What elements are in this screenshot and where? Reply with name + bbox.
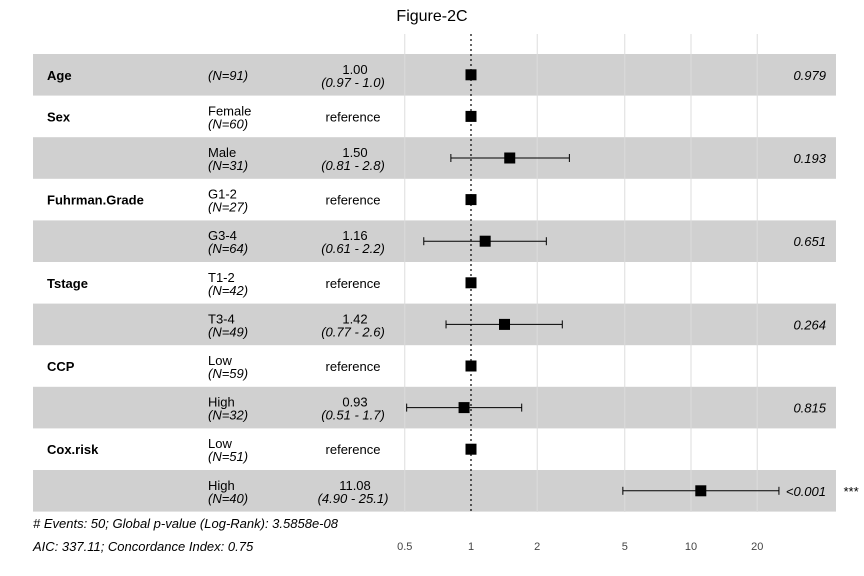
x-tick-label: 2 <box>534 541 540 553</box>
hr-point <box>465 110 477 122</box>
n-label: (N=59) <box>208 366 248 381</box>
p-value-label: 0.815 <box>793 401 826 416</box>
hr-point <box>465 69 477 81</box>
n-label: (N=42) <box>208 283 248 298</box>
ci-label: (0.81 - 2.8) <box>321 158 385 173</box>
row-band <box>33 54 836 96</box>
x-tick-label: 0.5 <box>397 541 412 553</box>
level-label: G3-4 <box>208 228 237 243</box>
p-value-label: 0.651 <box>793 234 826 249</box>
variable-label: Age <box>47 68 72 83</box>
level-label: Female <box>208 103 251 118</box>
footnote-aic: AIC: 337.11; Concordance Index: 0.75 <box>32 539 254 554</box>
hr-point <box>499 318 511 330</box>
ci-label: (0.51 - 1.7) <box>321 408 385 423</box>
n-label: (N=64) <box>208 241 248 256</box>
level-label: Low <box>208 436 232 451</box>
hr-point <box>465 360 477 372</box>
variable-label: CCP <box>47 359 75 374</box>
x-tick-label: 5 <box>622 541 628 553</box>
hr-point <box>458 402 470 414</box>
ci-label: (0.61 - 2.2) <box>321 241 385 256</box>
n-label: (N=40) <box>208 491 248 506</box>
n-label: (N=60) <box>208 116 248 131</box>
x-tick-label: 10 <box>685 541 697 553</box>
level-label: Low <box>208 353 232 368</box>
variable-label: Sex <box>47 109 71 124</box>
variable-label: Cox.risk <box>47 442 99 457</box>
level-label: G1-2 <box>208 187 237 202</box>
p-value-label: 0.979 <box>793 68 826 83</box>
level-label: Male <box>208 145 236 160</box>
n-label: (N=32) <box>208 408 248 423</box>
p-value-label: 0.193 <box>793 151 826 166</box>
variable-label: Fuhrman.Grade <box>47 193 144 208</box>
hr-point <box>479 235 491 247</box>
row-band <box>33 303 836 346</box>
variable-label: Tstage <box>47 276 88 291</box>
hr-label: 11.08 <box>339 478 371 493</box>
ci-label: (0.97 - 1.0) <box>321 75 385 90</box>
reference-label: reference <box>326 359 381 374</box>
ci-label: (0.77 - 2.6) <box>321 324 385 339</box>
reference-label: reference <box>326 109 381 124</box>
reference-label: reference <box>326 442 381 457</box>
hr-label: 1.16 <box>342 228 367 243</box>
x-tick-label: 20 <box>751 541 763 553</box>
n-label: (N=27) <box>208 200 248 215</box>
reference-label: reference <box>326 276 381 291</box>
hr-point <box>504 152 516 164</box>
chart-title: Figure-2C <box>396 8 467 25</box>
reference-label: reference <box>326 193 381 208</box>
hr-label: 1.00 <box>342 62 367 77</box>
x-tick-label: 1 <box>468 541 474 553</box>
n-label: (N=51) <box>208 449 248 464</box>
p-value-label: <0.001 <box>786 484 826 499</box>
p-value-label: 0.264 <box>793 317 826 332</box>
n-label: (N=49) <box>208 324 248 339</box>
level-label: T1-2 <box>208 270 235 285</box>
hr-label: 1.42 <box>342 311 367 326</box>
hr-point <box>695 485 707 497</box>
hr-point <box>465 277 477 289</box>
hr-label: 0.93 <box>342 395 367 410</box>
level-label: T3-4 <box>208 311 235 326</box>
n-label: (N=31) <box>208 158 248 173</box>
level-label: High <box>208 395 235 410</box>
n-label: (N=91) <box>208 68 248 83</box>
hr-point <box>465 443 477 455</box>
hr-point <box>465 194 477 206</box>
ci-label: (4.90 - 25.1) <box>318 491 389 506</box>
footnote-events: # Events: 50; Global p-value (Log-Rank):… <box>33 516 339 531</box>
hr-label: 1.50 <box>342 145 367 160</box>
level-label: High <box>208 478 235 493</box>
row-band <box>33 137 836 179</box>
significance-stars: *** <box>843 484 859 499</box>
